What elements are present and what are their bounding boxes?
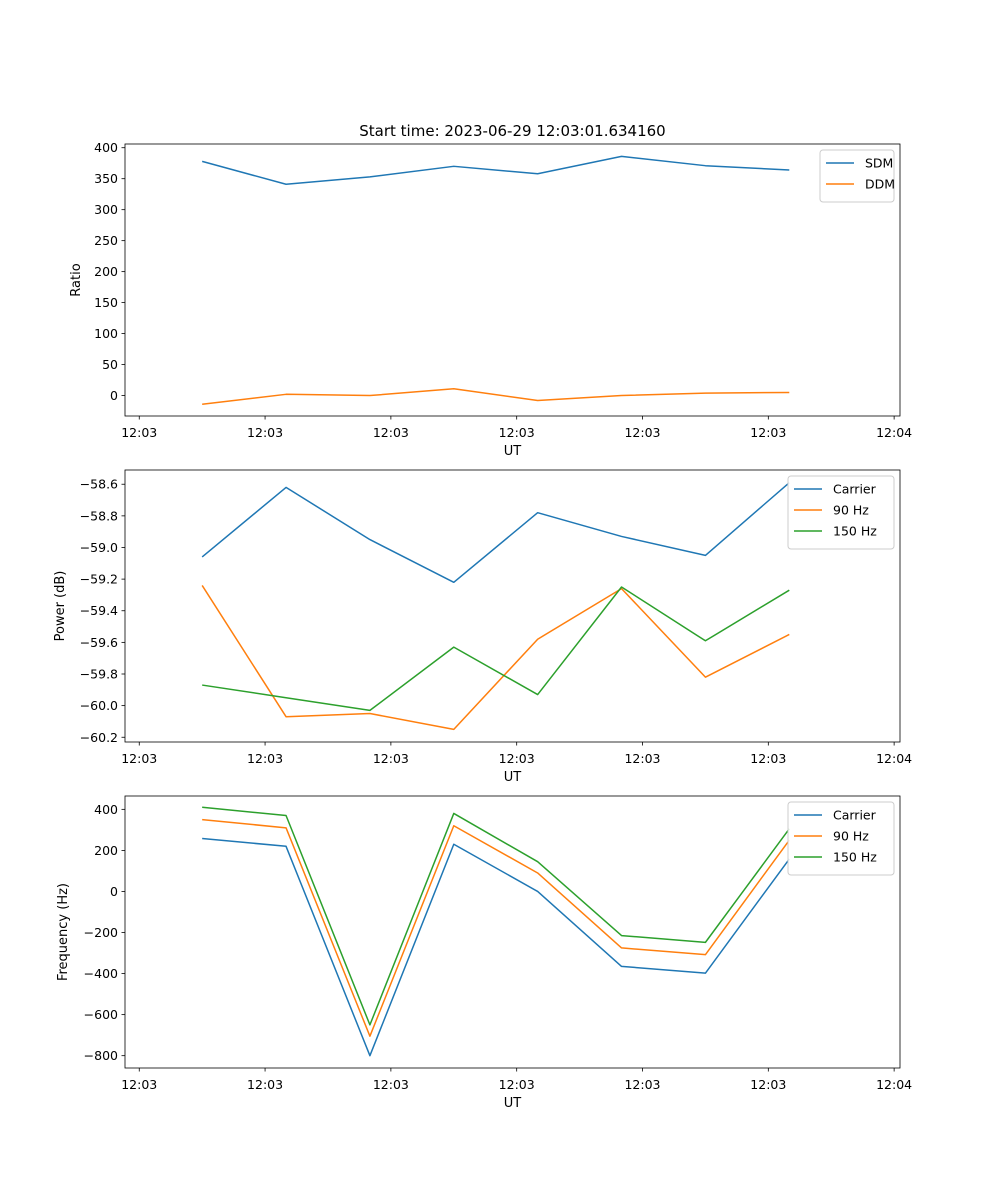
y-tick-label: 300 [94, 202, 118, 217]
subplot-1: 0 50 100 150 200 250 300 350 400 12:03 12:03 12:03 1… [69, 140, 912, 459]
x-tick-label: 12:03 [624, 425, 660, 440]
y-tick-label: 200 [94, 264, 118, 279]
legend: SDM DDM [819, 149, 895, 203]
x-tick-label: 12:04 [876, 1077, 912, 1092]
x-tick-label: 12:03 [121, 1077, 157, 1092]
x-tick-label: 12:03 [247, 1077, 283, 1092]
y-tick-label: −58.6 [80, 477, 118, 492]
x-tick-label: 12:03 [750, 751, 786, 766]
legend-label: Carrier [833, 808, 877, 823]
y-tick-label: 350 [94, 171, 118, 186]
x-axis-label: UT [504, 1096, 522, 1111]
legend: Carrier 90 Hz 150 Hz [787, 801, 895, 876]
y-tick-label: −60.0 [80, 698, 118, 713]
y-tick-label: 400 [94, 802, 118, 817]
x-tick-label: 12:03 [499, 425, 535, 440]
series-line-carrier [201, 482, 790, 584]
legend-label: Carrier [833, 482, 877, 497]
x-tick-label: 12:04 [876, 751, 912, 766]
y-tick-label: −59.8 [80, 667, 118, 682]
y-axis-label: Frequency (Hz) [56, 883, 71, 981]
subplot-2: −60.2 −60.0 −59.8 −59.6 −59.4 −59.2 −59.0 −58.8… [53, 469, 912, 785]
legend-label: 150 Hz [833, 850, 877, 865]
y-axis-label: Power (dB) [53, 571, 68, 642]
x-tick-label: 12:03 [121, 751, 157, 766]
x-tick-label: 12:03 [121, 425, 157, 440]
series-line-carrier [202, 837, 790, 1057]
y-tick-label: 400 [94, 140, 118, 155]
x-tick-label: 12:04 [876, 425, 912, 440]
x-tick-label: 12:03 [624, 1077, 660, 1092]
y-tick-label: −400 [84, 966, 118, 981]
y-tick-label: −200 [84, 925, 118, 940]
x-tick-label: 12:03 [499, 1077, 535, 1092]
x-tick-label: 12:03 [499, 751, 535, 766]
x-tick-label: 12:03 [750, 1077, 786, 1092]
x-tick-label: 12:03 [750, 425, 786, 440]
legend: Carrier 90 Hz 150 Hz [787, 475, 895, 550]
series-line-90-hz [201, 585, 790, 731]
legend-label: 90 Hz [833, 503, 869, 518]
y-tick-label: 200 [94, 843, 118, 858]
y-tick-label: −60.2 [80, 730, 118, 745]
figure-title: Start time: 2023-06-29 12:03:01.634160 [359, 122, 665, 140]
x-tick-label: 12:03 [247, 751, 283, 766]
y-tick-label: 0 [110, 388, 118, 403]
x-tick-label: 12:03 [373, 1077, 409, 1092]
axes-frame [124, 795, 901, 1069]
legend-label: 150 Hz [833, 524, 877, 539]
series-line-sdm [201, 155, 790, 186]
y-tick-label: −59.4 [80, 603, 118, 618]
series-line-ddm [202, 387, 790, 405]
y-tick-label: −59.6 [80, 635, 118, 650]
x-axis-label: UT [504, 444, 522, 459]
y-tick-label: −800 [84, 1048, 118, 1063]
y-tick-label: −59.2 [80, 572, 118, 587]
y-axis-label: Ratio [69, 263, 84, 296]
legend-label: DDM [865, 177, 895, 192]
axes-frame [124, 469, 901, 743]
x-tick-label: 12:03 [373, 751, 409, 766]
x-axis-label: UT [504, 770, 522, 785]
y-tick-label: −600 [84, 1007, 118, 1022]
y-tick-label: 0 [110, 884, 118, 899]
series-line-150-hz [202, 806, 790, 1026]
y-tick-label: −59.0 [80, 540, 118, 555]
subplots: 0 50 100 150 200 250 300 350 400 12:03 12:03 12:03 1… [53, 140, 912, 1111]
subplot-3: −800 −600 −400 −200 0 200 400 12:03 12:03 12:03 12… [56, 795, 912, 1111]
y-tick-label: −58.8 [80, 508, 118, 523]
y-tick-label: 150 [94, 295, 118, 310]
x-tick-label: 12:03 [373, 425, 409, 440]
x-tick-label: 12:03 [247, 425, 283, 440]
axes-frame [124, 143, 901, 417]
legend-label: SDM [865, 156, 893, 171]
series-line-150-hz [202, 586, 790, 712]
x-tick-label: 12:03 [624, 751, 660, 766]
series-line-90-hz [202, 818, 790, 1037]
legend-label: 90 Hz [833, 829, 869, 844]
y-tick-label: 100 [94, 326, 118, 341]
y-tick-label: 50 [102, 357, 118, 372]
y-tick-label: 250 [94, 233, 118, 248]
